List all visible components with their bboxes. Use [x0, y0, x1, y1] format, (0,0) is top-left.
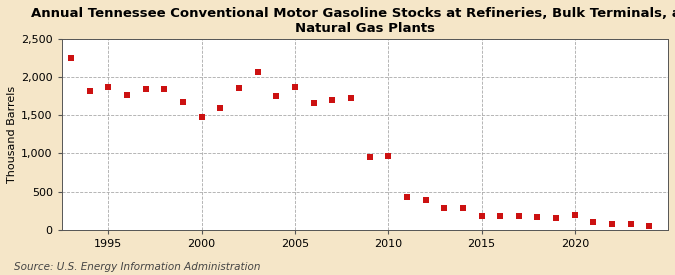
Point — [84, 89, 95, 93]
Point — [476, 214, 487, 219]
Point — [346, 95, 356, 100]
Point — [215, 105, 225, 110]
Point — [458, 205, 468, 210]
Point — [271, 94, 281, 98]
Point — [625, 222, 636, 227]
Point — [383, 154, 394, 159]
Point — [252, 70, 263, 74]
Point — [122, 92, 132, 97]
Point — [514, 214, 524, 219]
Point — [196, 115, 207, 119]
Point — [607, 221, 618, 226]
Point — [644, 224, 655, 228]
Point — [308, 101, 319, 105]
Point — [178, 99, 188, 104]
Title: Annual Tennessee Conventional Motor Gasoline Stocks at Refineries, Bulk Terminal: Annual Tennessee Conventional Motor Gaso… — [30, 7, 675, 35]
Point — [551, 216, 562, 220]
Point — [327, 98, 338, 102]
Point — [532, 215, 543, 219]
Point — [65, 56, 76, 60]
Text: Source: U.S. Energy Information Administration: Source: U.S. Energy Information Administ… — [14, 262, 260, 272]
Point — [364, 155, 375, 160]
Point — [140, 87, 151, 92]
Y-axis label: Thousand Barrels: Thousand Barrels — [7, 86, 17, 183]
Point — [290, 85, 300, 89]
Point — [402, 195, 412, 199]
Point — [570, 212, 580, 217]
Point — [439, 205, 450, 210]
Point — [420, 198, 431, 202]
Point — [588, 220, 599, 224]
Point — [495, 213, 506, 218]
Point — [103, 85, 114, 89]
Point — [234, 86, 244, 90]
Point — [159, 86, 170, 91]
